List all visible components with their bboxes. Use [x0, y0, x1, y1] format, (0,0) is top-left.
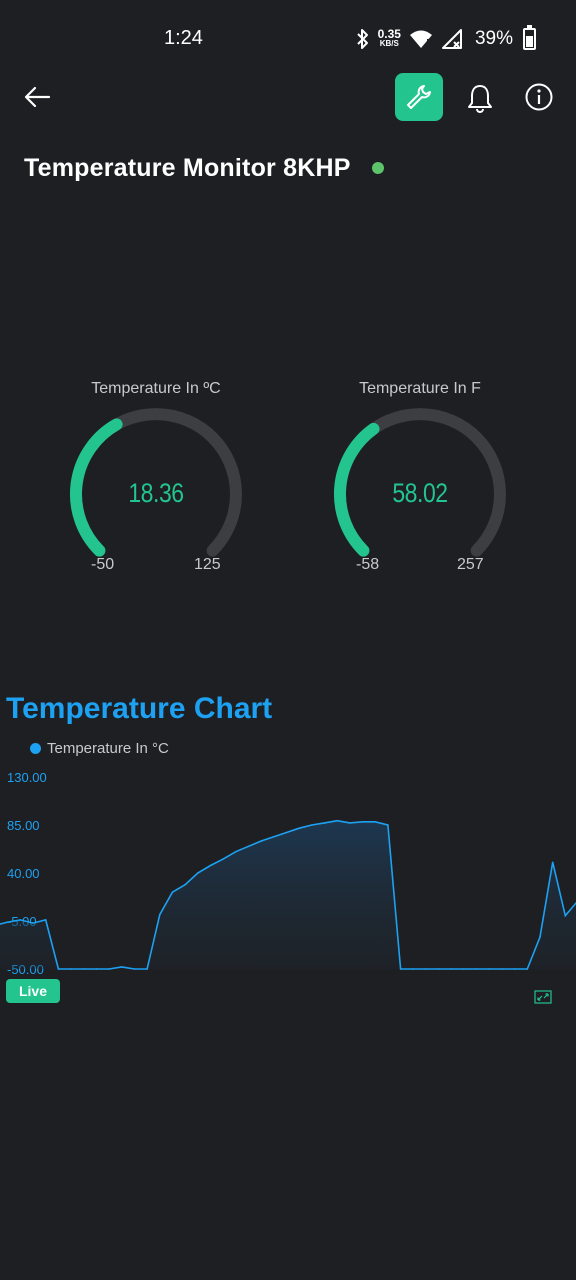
chart-point: [475, 968, 478, 970]
y-tick-label: 85.00: [7, 818, 40, 833]
chart-legend[interactable]: Temperature In °C: [30, 740, 169, 757]
gauge-label: Temperature In F: [359, 380, 481, 397]
legend-label: Temperature In °C: [47, 740, 169, 757]
wrench-icon: [407, 85, 431, 109]
page-title: Temperature Monitor 8KHP: [24, 154, 351, 182]
gauge-label: Temperature In ºC: [91, 380, 221, 397]
chart-point: [488, 968, 491, 970]
gauge-value: 58.02: [392, 478, 448, 508]
chart-point: [551, 861, 554, 864]
back-button[interactable]: [22, 82, 52, 112]
chart-point: [44, 919, 47, 921]
settings-wrench-button[interactable]: [395, 73, 443, 121]
chart-title: Temperature Chart: [6, 692, 273, 725]
gauge-celsius: Temperature In ºC 18.36 -50 125: [56, 378, 256, 578]
expand-icon: [534, 990, 552, 1004]
chart-point: [260, 840, 263, 842]
chart-point: [285, 831, 288, 834]
bell-icon: [468, 85, 492, 113]
chart-point: [222, 858, 224, 860]
chart-point: [387, 824, 389, 826]
chart-point: [526, 968, 529, 970]
chart-point: [336, 819, 339, 822]
network-speed: 0.35 KB/S: [377, 27, 401, 49]
online-status-dot: [372, 162, 384, 174]
gauge-arc: [70, 408, 242, 557]
chart-point: [6, 921, 9, 923]
gauge-max: 125: [194, 556, 221, 573]
chart-point: [311, 824, 313, 826]
chart-point: [57, 968, 60, 970]
chart-point: [32, 922, 34, 924]
chart-point: [19, 919, 22, 921]
chart-point: [564, 914, 567, 917]
chart-point: [133, 968, 136, 970]
chart-point: [412, 968, 415, 970]
chart-point: [323, 822, 326, 824]
gauge-min: -50: [91, 556, 115, 573]
chart-point: [247, 845, 250, 848]
gauge-min: -58: [356, 556, 380, 573]
chart-point: [361, 821, 364, 823]
expand-chart-button[interactable]: [533, 987, 553, 1007]
gauge-fahrenheit: Temperature In F 58.02 -58 257: [320, 378, 520, 578]
wifi-icon: [409, 29, 433, 49]
battery-icon: [523, 25, 536, 50]
legend-dot: [30, 743, 41, 754]
chart-point: [184, 883, 186, 886]
network-speed-unit: KB/S: [379, 39, 399, 48]
chart-point: [146, 968, 148, 970]
gauge-value: 18.36: [128, 478, 184, 508]
network-speed-value: 0.35: [377, 27, 401, 41]
live-button[interactable]: Live: [6, 979, 60, 1003]
chart-point: [501, 968, 503, 970]
battery-percent: 39%: [474, 28, 513, 49]
chart-point: [120, 966, 123, 968]
chart-area: [0, 820, 576, 969]
bluetooth-icon: [356, 28, 370, 50]
chart-point: [349, 822, 351, 824]
signal-icon: [441, 28, 463, 50]
status-icons: 0.35 KB/S 39%: [356, 24, 536, 54]
chart-point: [108, 968, 110, 970]
info-icon: [525, 83, 553, 111]
chart-point: [463, 968, 465, 970]
y-tick-label: 130.00: [7, 770, 47, 785]
gauge-max: 257: [457, 556, 484, 573]
chart-point: [425, 968, 427, 970]
status-bar: 1:24 0.35 KB/S 39%: [0, 0, 576, 78]
chart-point: [539, 936, 541, 938]
chart-point: [399, 968, 402, 970]
info-button[interactable]: [524, 82, 554, 112]
chart-point: [95, 968, 98, 970]
status-time: 1:24: [164, 27, 203, 49]
chart-point: [513, 968, 516, 970]
chart-point: [159, 913, 161, 916]
chart-point: [374, 821, 377, 823]
gauge-arc: [334, 408, 506, 557]
chart-point: [209, 864, 212, 867]
chart-point: [197, 872, 199, 874]
chart-point: [70, 968, 72, 970]
gauge-fill: [334, 422, 380, 557]
y-tick-label: 40.00: [7, 866, 40, 881]
notifications-button[interactable]: [464, 82, 496, 114]
chart-point: [450, 968, 453, 970]
gauge-fill: [70, 418, 123, 557]
chart-point: [298, 827, 301, 829]
chart-point: [273, 835, 275, 838]
chart-point: [82, 968, 85, 970]
chart-point: [235, 850, 237, 853]
chart-point: [437, 968, 440, 970]
chart-point: [171, 891, 174, 893]
back-arrow-icon: [24, 86, 51, 108]
